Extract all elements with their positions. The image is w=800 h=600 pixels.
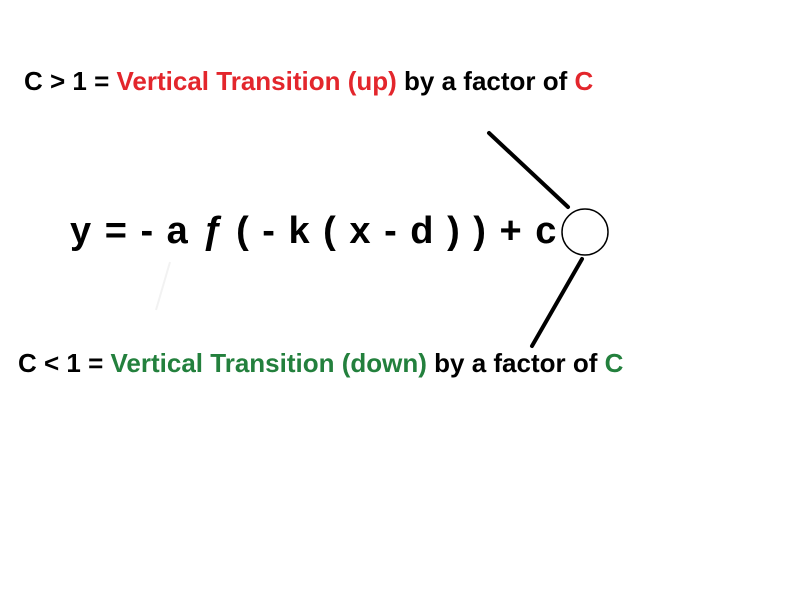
transformation-equation: y = - a ƒ ( - k ( x - d ) ) + c (70, 212, 557, 250)
top-condition: C > 1 = (24, 66, 110, 96)
bottom-connector-line (530, 257, 584, 348)
bottom-middle: by a factor of (434, 348, 598, 378)
bottom-variable: C (604, 348, 624, 378)
constant-circle (561, 208, 609, 256)
top-connector-line (487, 131, 570, 209)
top-middle: by a factor of (404, 66, 568, 96)
top-variable: C (574, 66, 594, 96)
bottom-condition: C < 1 = (18, 348, 104, 378)
equation-constant: c (535, 210, 557, 252)
top-annotation: C > 1 = Vertical Transition (up) by a fa… (24, 68, 593, 94)
equation-function: ƒ (201, 210, 223, 252)
bottom-annotation: C < 1 = Vertical Transition (down) by a … (18, 350, 623, 376)
equation-prefix: y = - a (70, 210, 189, 252)
equation-body: ( - k ( x - d ) ) + (236, 210, 523, 252)
bottom-description: Vertical Transition (down) (110, 348, 427, 378)
faint-mark (155, 261, 171, 311)
top-description: Vertical Transition (up) (116, 66, 397, 96)
